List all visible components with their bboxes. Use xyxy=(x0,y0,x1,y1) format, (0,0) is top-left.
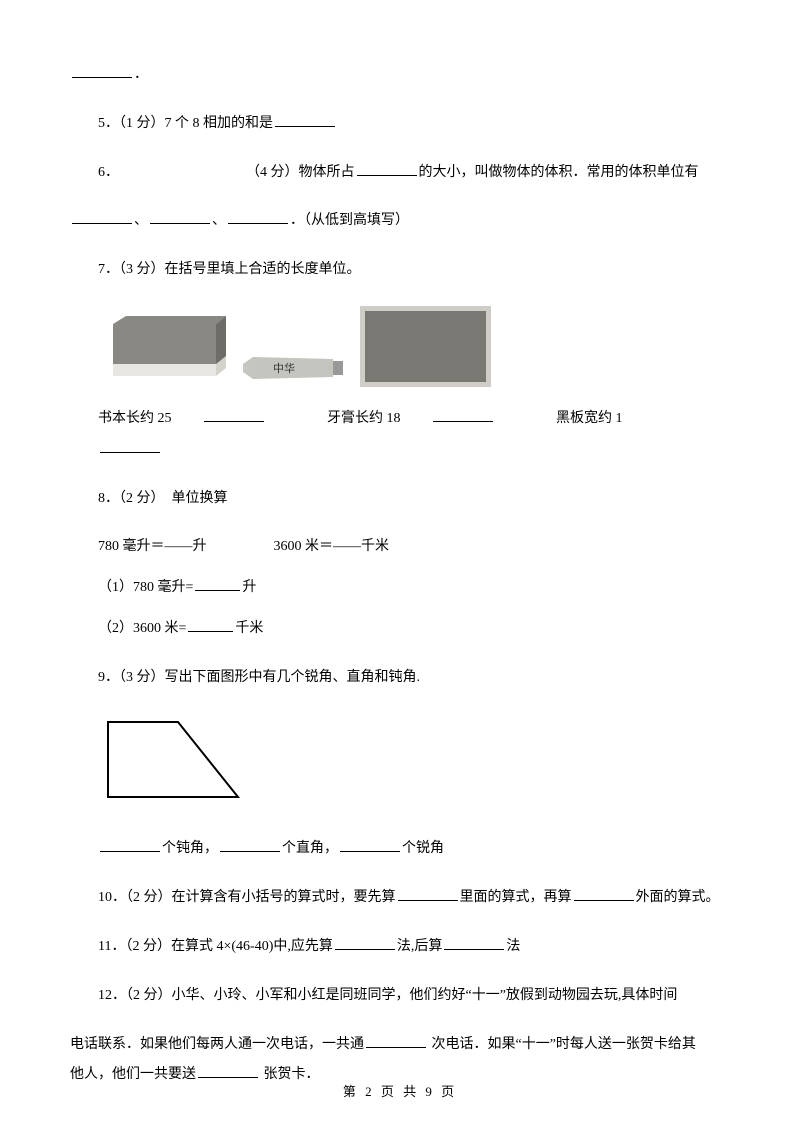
question-7: 7．（3 分）在括号里填上合适的长度单位。 xyxy=(70,255,730,286)
q7-label2: 牙膏长约 18 xyxy=(327,411,401,426)
q9-text: 9．（3 分）写出下面图形中有几个锐角、直角和钝角. xyxy=(98,670,420,685)
q7-label3: 黑板宽约 1 xyxy=(556,411,623,426)
q9-label2: 个直角， xyxy=(282,841,338,856)
question-8: 8．（2 分） 单位换算 xyxy=(70,484,730,515)
blank xyxy=(72,64,132,78)
blank xyxy=(398,887,458,901)
period: ． xyxy=(134,67,148,82)
footer-text: 第 2 页 共 9 页 xyxy=(343,1084,457,1099)
blank xyxy=(444,936,504,950)
blank xyxy=(188,618,233,632)
q7-images: 中华 xyxy=(98,304,730,389)
q9-answers: 个钝角， 个直角， 个锐角 xyxy=(70,834,730,865)
q8-sub2-suffix: 千米 xyxy=(235,621,263,636)
q5-text: 5．（1 分）7 个 8 相加的和是 xyxy=(98,116,273,131)
blank xyxy=(100,838,160,852)
svg-text:中华: 中华 xyxy=(273,361,295,375)
blank xyxy=(275,113,335,127)
blank xyxy=(340,838,400,852)
question-6: 6． （4 分）物体所占 的大小，叫做物体的体积．常用的体积单位有 xyxy=(70,158,730,189)
q11-mid: 法,后算 xyxy=(397,939,443,954)
blank xyxy=(150,210,210,224)
q9-label3: 个锐角 xyxy=(402,841,444,856)
q8-line1b: 3600 米＝——千米 xyxy=(274,539,390,554)
question-12-line1: 12．（2 分）小华、小玲、小军和小红是同班同学，他们约好“十一”放假到动物园去… xyxy=(70,981,730,1012)
q6-sep1: 、 xyxy=(134,213,148,228)
q8-line1: 780 毫升＝——升 3600 米＝——千米 xyxy=(70,532,730,563)
blank xyxy=(198,1064,258,1078)
q6-text1: （4 分）物体所占 xyxy=(246,165,355,180)
blank xyxy=(433,408,493,422)
question-11: 11．（2 分）在算式 4×(46-40)中,应先算 法,后算 法 xyxy=(70,932,730,963)
toothpaste-image: 中华 xyxy=(238,349,348,389)
q6-sep2: 、 xyxy=(212,213,226,228)
q8-line1a: 780 毫升＝——升 xyxy=(98,539,207,554)
q12-line2b: 次电话．如果“十一”时每人送一张贺卡给其 xyxy=(428,1037,696,1052)
blank xyxy=(195,577,240,591)
q8-sub1-prefix: （1）780 毫升= xyxy=(98,580,193,595)
q7-labels: 书本长约 25 牙膏长约 18 黑板宽约 1 xyxy=(98,404,730,466)
blank xyxy=(357,162,417,176)
blank xyxy=(228,210,288,224)
q8-sub1: （1）780 毫升= 升 xyxy=(70,573,730,604)
q9-shape xyxy=(98,712,730,820)
blank xyxy=(100,439,160,453)
page-footer: 第 2 页 共 9 页 xyxy=(0,1078,800,1107)
q7-text: 7．（3 分）在括号里填上合适的长度单位。 xyxy=(98,262,361,277)
q12-line1: 12．（2 分）小华、小玲、小军和小红是同班同学，他们约好“十一”放假到动物园去… xyxy=(98,988,677,1003)
question-10: 10．（2 分）在计算含有小括号的算式时，要先算 里面的算式，再算 外面的算式。 xyxy=(70,883,730,914)
q6-text2: 的大小，叫做物体的体积．常用的体积单位有 xyxy=(419,165,699,180)
q6-suffix: ．（从低到高填写） xyxy=(290,213,409,228)
top-fragment: ． xyxy=(70,60,730,91)
q8-sub2-prefix: （2）3600 米= xyxy=(98,621,186,636)
q12-line2a: 电话联系．如果他们每两人通一次电话，一共通 xyxy=(70,1037,364,1052)
q8-sub1-suffix: 升 xyxy=(242,580,256,595)
q11-suffix: 法 xyxy=(506,939,520,954)
q10-suffix: 外面的算式。 xyxy=(636,890,720,905)
blank xyxy=(335,936,395,950)
blank xyxy=(204,408,264,422)
book-image xyxy=(98,314,228,389)
question-9: 9．（3 分）写出下面图形中有几个锐角、直角和钝角. xyxy=(70,663,730,694)
question-5: 5．（1 分）7 个 8 相加的和是 xyxy=(70,109,730,140)
q6-prefix: 6． xyxy=(98,165,119,180)
q10-mid: 里面的算式，再算 xyxy=(460,890,572,905)
q11-prefix: 11．（2 分）在算式 4×(46-40)中,应先算 xyxy=(98,939,333,954)
question-12-line2: 电话联系．如果他们每两人通一次电话，一共通 次电话．如果“十一”时每人送一张贺卡… xyxy=(70,1030,730,1061)
blank xyxy=(574,887,634,901)
blank xyxy=(72,210,132,224)
q8-text: 8．（2 分） 单位换算 xyxy=(98,491,228,506)
question-6-line2: 、 、 ．（从低到高填写） xyxy=(70,206,730,237)
q8-sub2: （2）3600 米= 千米 xyxy=(70,614,730,645)
blackboard-image xyxy=(358,304,493,389)
q10-prefix: 10．（2 分）在计算含有小括号的算式时，要先算 xyxy=(98,890,396,905)
q7-label1: 书本长约 25 xyxy=(98,411,172,426)
q9-label1: 个钝角， xyxy=(162,841,218,856)
blank xyxy=(366,1034,426,1048)
blank xyxy=(220,838,280,852)
